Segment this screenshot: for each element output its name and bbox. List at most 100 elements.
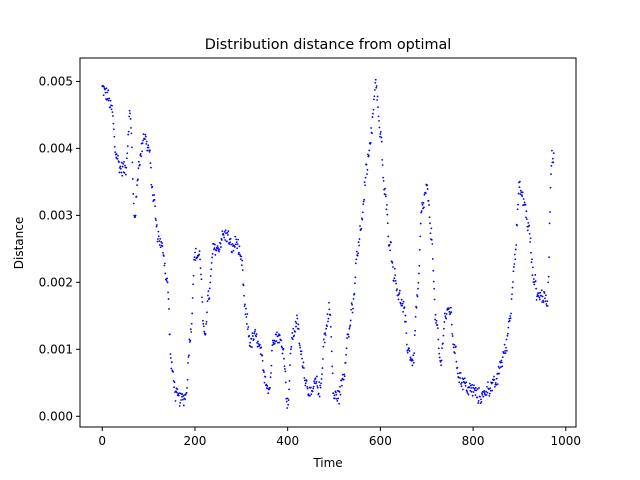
data-point <box>371 116 374 118</box>
data-point <box>339 385 341 388</box>
data-point <box>508 319 511 322</box>
data-point <box>204 332 207 335</box>
data-point <box>451 335 454 337</box>
data-point <box>428 216 431 219</box>
data-point <box>375 85 378 87</box>
data-point <box>341 373 344 376</box>
data-point <box>134 214 137 217</box>
data-point <box>414 315 417 318</box>
data-point <box>312 387 315 390</box>
data-point <box>123 161 125 163</box>
data-point <box>132 193 135 195</box>
data-point <box>385 195 387 198</box>
data-point <box>309 394 311 397</box>
data-point <box>165 279 168 282</box>
data-point <box>322 338 325 341</box>
data-point <box>117 154 119 157</box>
data-point <box>440 364 443 367</box>
data-point <box>348 327 351 330</box>
data-point <box>119 165 122 168</box>
data-point <box>400 298 403 301</box>
data-point <box>191 312 194 315</box>
data-point <box>181 393 184 396</box>
data-point <box>366 173 368 176</box>
data-point <box>286 397 289 400</box>
data-point <box>306 387 309 390</box>
data-point <box>477 400 480 402</box>
data-point <box>493 375 495 378</box>
data-point <box>153 194 156 196</box>
data-point <box>118 161 120 164</box>
data-point <box>498 367 501 370</box>
data-point <box>115 156 118 159</box>
data-point <box>235 238 238 241</box>
data-point <box>166 281 169 284</box>
data-point <box>156 240 159 243</box>
data-point <box>462 378 465 381</box>
data-point <box>296 314 298 317</box>
data-point <box>191 297 194 299</box>
data-point <box>261 359 264 362</box>
data-point <box>422 202 425 204</box>
data-point <box>437 338 440 341</box>
data-point <box>309 386 312 389</box>
data-point <box>178 392 181 394</box>
data-point <box>517 192 520 195</box>
data-point <box>306 385 309 388</box>
data-point <box>511 293 513 296</box>
data-point <box>355 250 358 253</box>
data-point <box>172 380 175 382</box>
data-point <box>329 325 332 328</box>
x-tick-label: 0 <box>98 434 106 448</box>
data-point <box>116 157 119 160</box>
data-point <box>339 393 342 396</box>
data-point <box>486 385 488 388</box>
data-point <box>345 353 347 356</box>
data-point <box>176 388 179 391</box>
data-point <box>128 115 131 118</box>
data-point <box>285 397 288 400</box>
data-point <box>244 313 247 316</box>
data-point <box>210 261 213 264</box>
data-point <box>253 330 256 333</box>
data-point <box>328 308 331 311</box>
data-point <box>550 173 552 176</box>
data-point <box>226 234 229 236</box>
data-point <box>112 115 114 117</box>
data-point <box>130 132 133 135</box>
data-point <box>158 240 161 242</box>
data-point <box>268 388 271 391</box>
data-point <box>362 203 365 206</box>
data-point <box>106 97 109 100</box>
data-point <box>288 379 291 382</box>
data-point <box>288 388 290 391</box>
data-point <box>434 313 437 316</box>
y-tick-label: 0.000 <box>39 409 73 423</box>
data-point <box>303 367 305 369</box>
data-point <box>261 354 264 357</box>
data-point <box>385 208 388 211</box>
data-point <box>503 343 506 346</box>
data-point <box>231 251 233 254</box>
data-point <box>129 118 132 120</box>
data-point <box>137 160 140 163</box>
data-point <box>515 244 518 246</box>
data-point <box>322 358 324 360</box>
data-point <box>373 89 376 91</box>
data-point <box>151 194 154 197</box>
data-point <box>516 208 519 211</box>
y-tick-label: 0.004 <box>39 141 73 155</box>
data-point <box>301 365 304 368</box>
data-point <box>222 234 225 236</box>
data-point <box>291 338 294 340</box>
data-point <box>417 281 420 284</box>
data-point <box>392 280 395 282</box>
data-point <box>126 152 129 155</box>
data-point <box>163 262 166 265</box>
data-point <box>544 300 547 303</box>
data-point <box>220 239 223 241</box>
data-point <box>249 345 252 348</box>
data-point <box>384 187 386 190</box>
data-point <box>224 239 226 241</box>
